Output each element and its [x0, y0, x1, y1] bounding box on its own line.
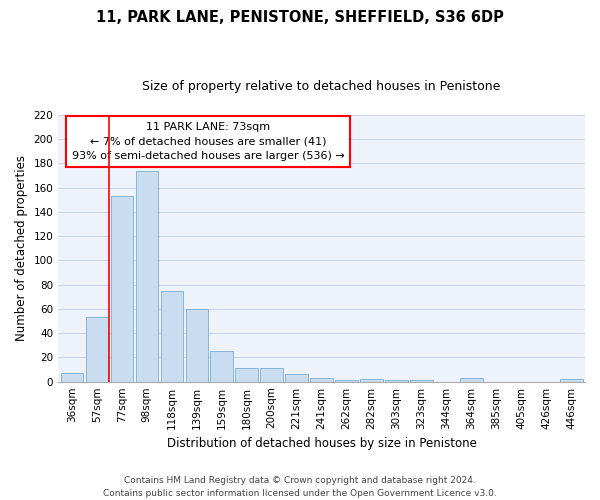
Bar [286, 374, 308, 382]
Y-axis label: Number of detached properties: Number of detached properties [15, 156, 28, 342]
Bar [335, 380, 358, 382]
Bar [185, 309, 208, 382]
Bar [235, 368, 258, 382]
Bar [560, 380, 583, 382]
Bar [136, 171, 158, 382]
Bar [161, 291, 183, 382]
Bar [211, 352, 233, 382]
Bar [410, 380, 433, 382]
Bar [61, 373, 83, 382]
Bar [260, 368, 283, 382]
Bar [310, 378, 333, 382]
Bar [460, 378, 482, 382]
Bar [110, 196, 133, 382]
Bar [360, 380, 383, 382]
X-axis label: Distribution of detached houses by size in Penistone: Distribution of detached houses by size … [167, 437, 476, 450]
Text: 11, PARK LANE, PENISTONE, SHEFFIELD, S36 6DP: 11, PARK LANE, PENISTONE, SHEFFIELD, S36… [96, 10, 504, 25]
Bar [86, 318, 108, 382]
Title: Size of property relative to detached houses in Penistone: Size of property relative to detached ho… [142, 80, 501, 93]
Text: 11 PARK LANE: 73sqm
← 7% of detached houses are smaller (41)
93% of semi-detache: 11 PARK LANE: 73sqm ← 7% of detached hou… [72, 122, 344, 162]
Bar [385, 380, 408, 382]
Text: Contains HM Land Registry data © Crown copyright and database right 2024.
Contai: Contains HM Land Registry data © Crown c… [103, 476, 497, 498]
